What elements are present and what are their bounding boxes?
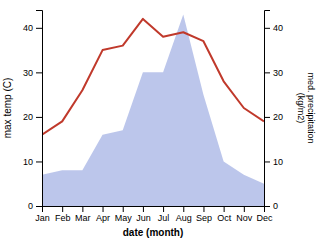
tick-label: 30 — [23, 68, 33, 78]
tick-label: Apr — [96, 213, 110, 223]
tick-label: 30 — [273, 68, 283, 78]
tick-mark — [36, 117, 42, 118]
tick-label: 0 — [28, 201, 33, 211]
tick: Mar — [75, 206, 91, 223]
tick-mark — [264, 206, 270, 207]
chart: JanFebMarAprMayJunJulAugSepOctNovDec0102… — [0, 0, 318, 242]
tick: Jun — [136, 206, 151, 223]
tick-label: Sep — [196, 213, 212, 223]
tick: 10 — [264, 157, 283, 167]
tick: Jul — [158, 206, 170, 223]
tick: May — [115, 206, 133, 223]
tick-mark — [183, 206, 184, 212]
tick: Dec — [256, 206, 273, 223]
tick-mark — [224, 206, 225, 212]
tick-mark — [143, 206, 144, 212]
tick-mark — [62, 206, 63, 212]
tick-label: 40 — [23, 23, 33, 33]
tick: Aug — [176, 206, 192, 223]
tick-mark — [82, 206, 83, 212]
tick: 30 — [23, 68, 42, 78]
tick-mark — [36, 206, 42, 207]
tick-label: Nov — [236, 213, 253, 223]
tick: 30 — [264, 68, 283, 78]
tick: 40 — [264, 23, 283, 33]
tick: 0 — [264, 201, 278, 211]
tick-label: 40 — [273, 23, 283, 33]
axis-line — [43, 207, 265, 213]
marks — [42, 14, 264, 206]
tick-label: 20 — [273, 112, 283, 122]
y2-axis-title: med. precipitation(kg/m2) — [296, 72, 316, 143]
y-axis-title: max temp (C) — [2, 78, 13, 139]
tick-label: Jul — [158, 213, 170, 223]
x-axis-title: date (month) — [123, 227, 184, 238]
tick: Oct — [217, 206, 232, 223]
tick-label: 10 — [23, 157, 33, 167]
tick-mark — [264, 72, 270, 73]
tick: Nov — [236, 206, 253, 223]
tick-label: 0 — [273, 201, 278, 211]
axis-line — [36, 11, 43, 207]
tick: 20 — [264, 112, 283, 122]
tick-label: Jun — [136, 213, 151, 223]
x-axis: Jan Feb Mar Apr MayJun Jul Aug Sep Oct NovDec — [35, 206, 273, 223]
temperature-line — [42, 19, 264, 135]
precipitation-area — [42, 14, 264, 206]
tick-mark — [244, 206, 245, 212]
plot: JanFebMarAprMayJunJulAugSepOctNovDec0102… — [2, 11, 316, 239]
tick: Jan — [35, 206, 50, 223]
tick-label: 10 — [273, 157, 283, 167]
y-axis: 0 10 20 30 40 — [23, 11, 43, 212]
tick-mark — [264, 161, 270, 162]
tick: Apr — [96, 206, 110, 223]
tick-mark — [103, 206, 104, 212]
tick-label: Jan — [35, 213, 50, 223]
tick-mark — [123, 206, 124, 212]
tick-mark — [36, 72, 42, 73]
tick: 0 — [28, 201, 42, 211]
tick-mark — [264, 117, 270, 118]
tick-mark — [203, 206, 204, 212]
tick-mark — [264, 28, 270, 29]
tick-mark — [36, 161, 42, 162]
tick-label: Aug — [176, 213, 192, 223]
tick-label: Dec — [256, 213, 273, 223]
tick-mark — [36, 28, 42, 29]
tick: 40 — [23, 23, 42, 33]
tick: Sep — [196, 206, 212, 223]
tick: 20 — [23, 112, 42, 122]
y2-axis-title-line: (kg/m2) — [296, 93, 306, 124]
tick-label: 20 — [23, 112, 33, 122]
tick-label: May — [115, 213, 133, 223]
tick-label: Feb — [55, 213, 71, 223]
tick-mark — [163, 206, 164, 212]
y2-axis-title-line: med. precipitation — [306, 72, 316, 143]
tick-label: Oct — [217, 213, 232, 223]
tick: Feb — [55, 206, 71, 223]
tick-label: Mar — [75, 213, 91, 223]
axis-line — [265, 11, 271, 207]
y2-axis: 0 10 20 30 40 — [264, 11, 283, 212]
tick: 10 — [23, 157, 42, 167]
